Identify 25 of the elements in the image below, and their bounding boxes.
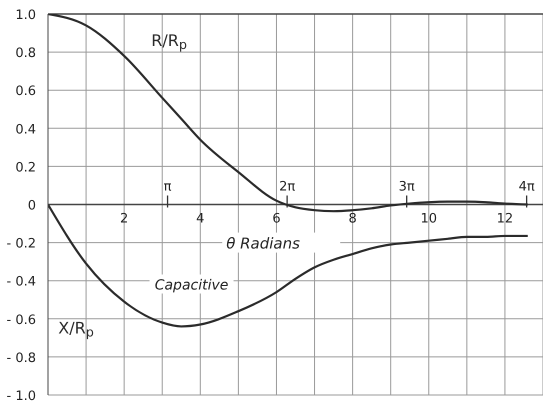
x-tick-label: 6 — [272, 212, 281, 226]
annotation: Capacitive — [154, 278, 228, 294]
x-tick-label: 12 — [496, 212, 514, 226]
x2-tick-label: 3π — [398, 180, 415, 194]
x-tick-label: 2 — [120, 212, 128, 226]
series-label: R/R$_{p}$ — [151, 30, 188, 54]
x2-tick-label: 2π — [279, 180, 296, 194]
y-tick-label: 1.0 — [15, 8, 36, 23]
y-tick-label: 0 — [28, 198, 36, 214]
y-tick-label: 0.4 — [15, 122, 36, 138]
x-tick-label: 4 — [196, 212, 204, 226]
x-axis-title: θ Radians — [226, 234, 300, 253]
y-tick-label: - 0.4 — [6, 274, 36, 290]
x2-tick-label: π — [164, 180, 172, 194]
x-tick-label: 8 — [348, 212, 357, 226]
y-tick-label: - 0.6 — [6, 312, 36, 328]
y-tick-label: - 0.2 — [6, 236, 36, 252]
text: X/R$_{p}$ — [58, 318, 94, 341]
y-tick-label: 0.8 — [15, 46, 36, 62]
y-tick-label: - 1.0 — [6, 389, 36, 403]
x-tick-label: 10 — [420, 212, 438, 226]
y-tick-label: - 0.8 — [6, 350, 36, 366]
y-tick-label: 0.6 — [15, 84, 36, 100]
y-tick-label: 0.2 — [15, 160, 36, 176]
x2-tick-label: 4π — [518, 180, 535, 194]
